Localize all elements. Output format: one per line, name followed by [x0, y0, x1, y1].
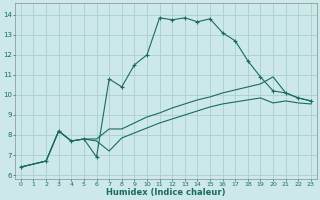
- X-axis label: Humidex (Indice chaleur): Humidex (Indice chaleur): [106, 188, 226, 197]
